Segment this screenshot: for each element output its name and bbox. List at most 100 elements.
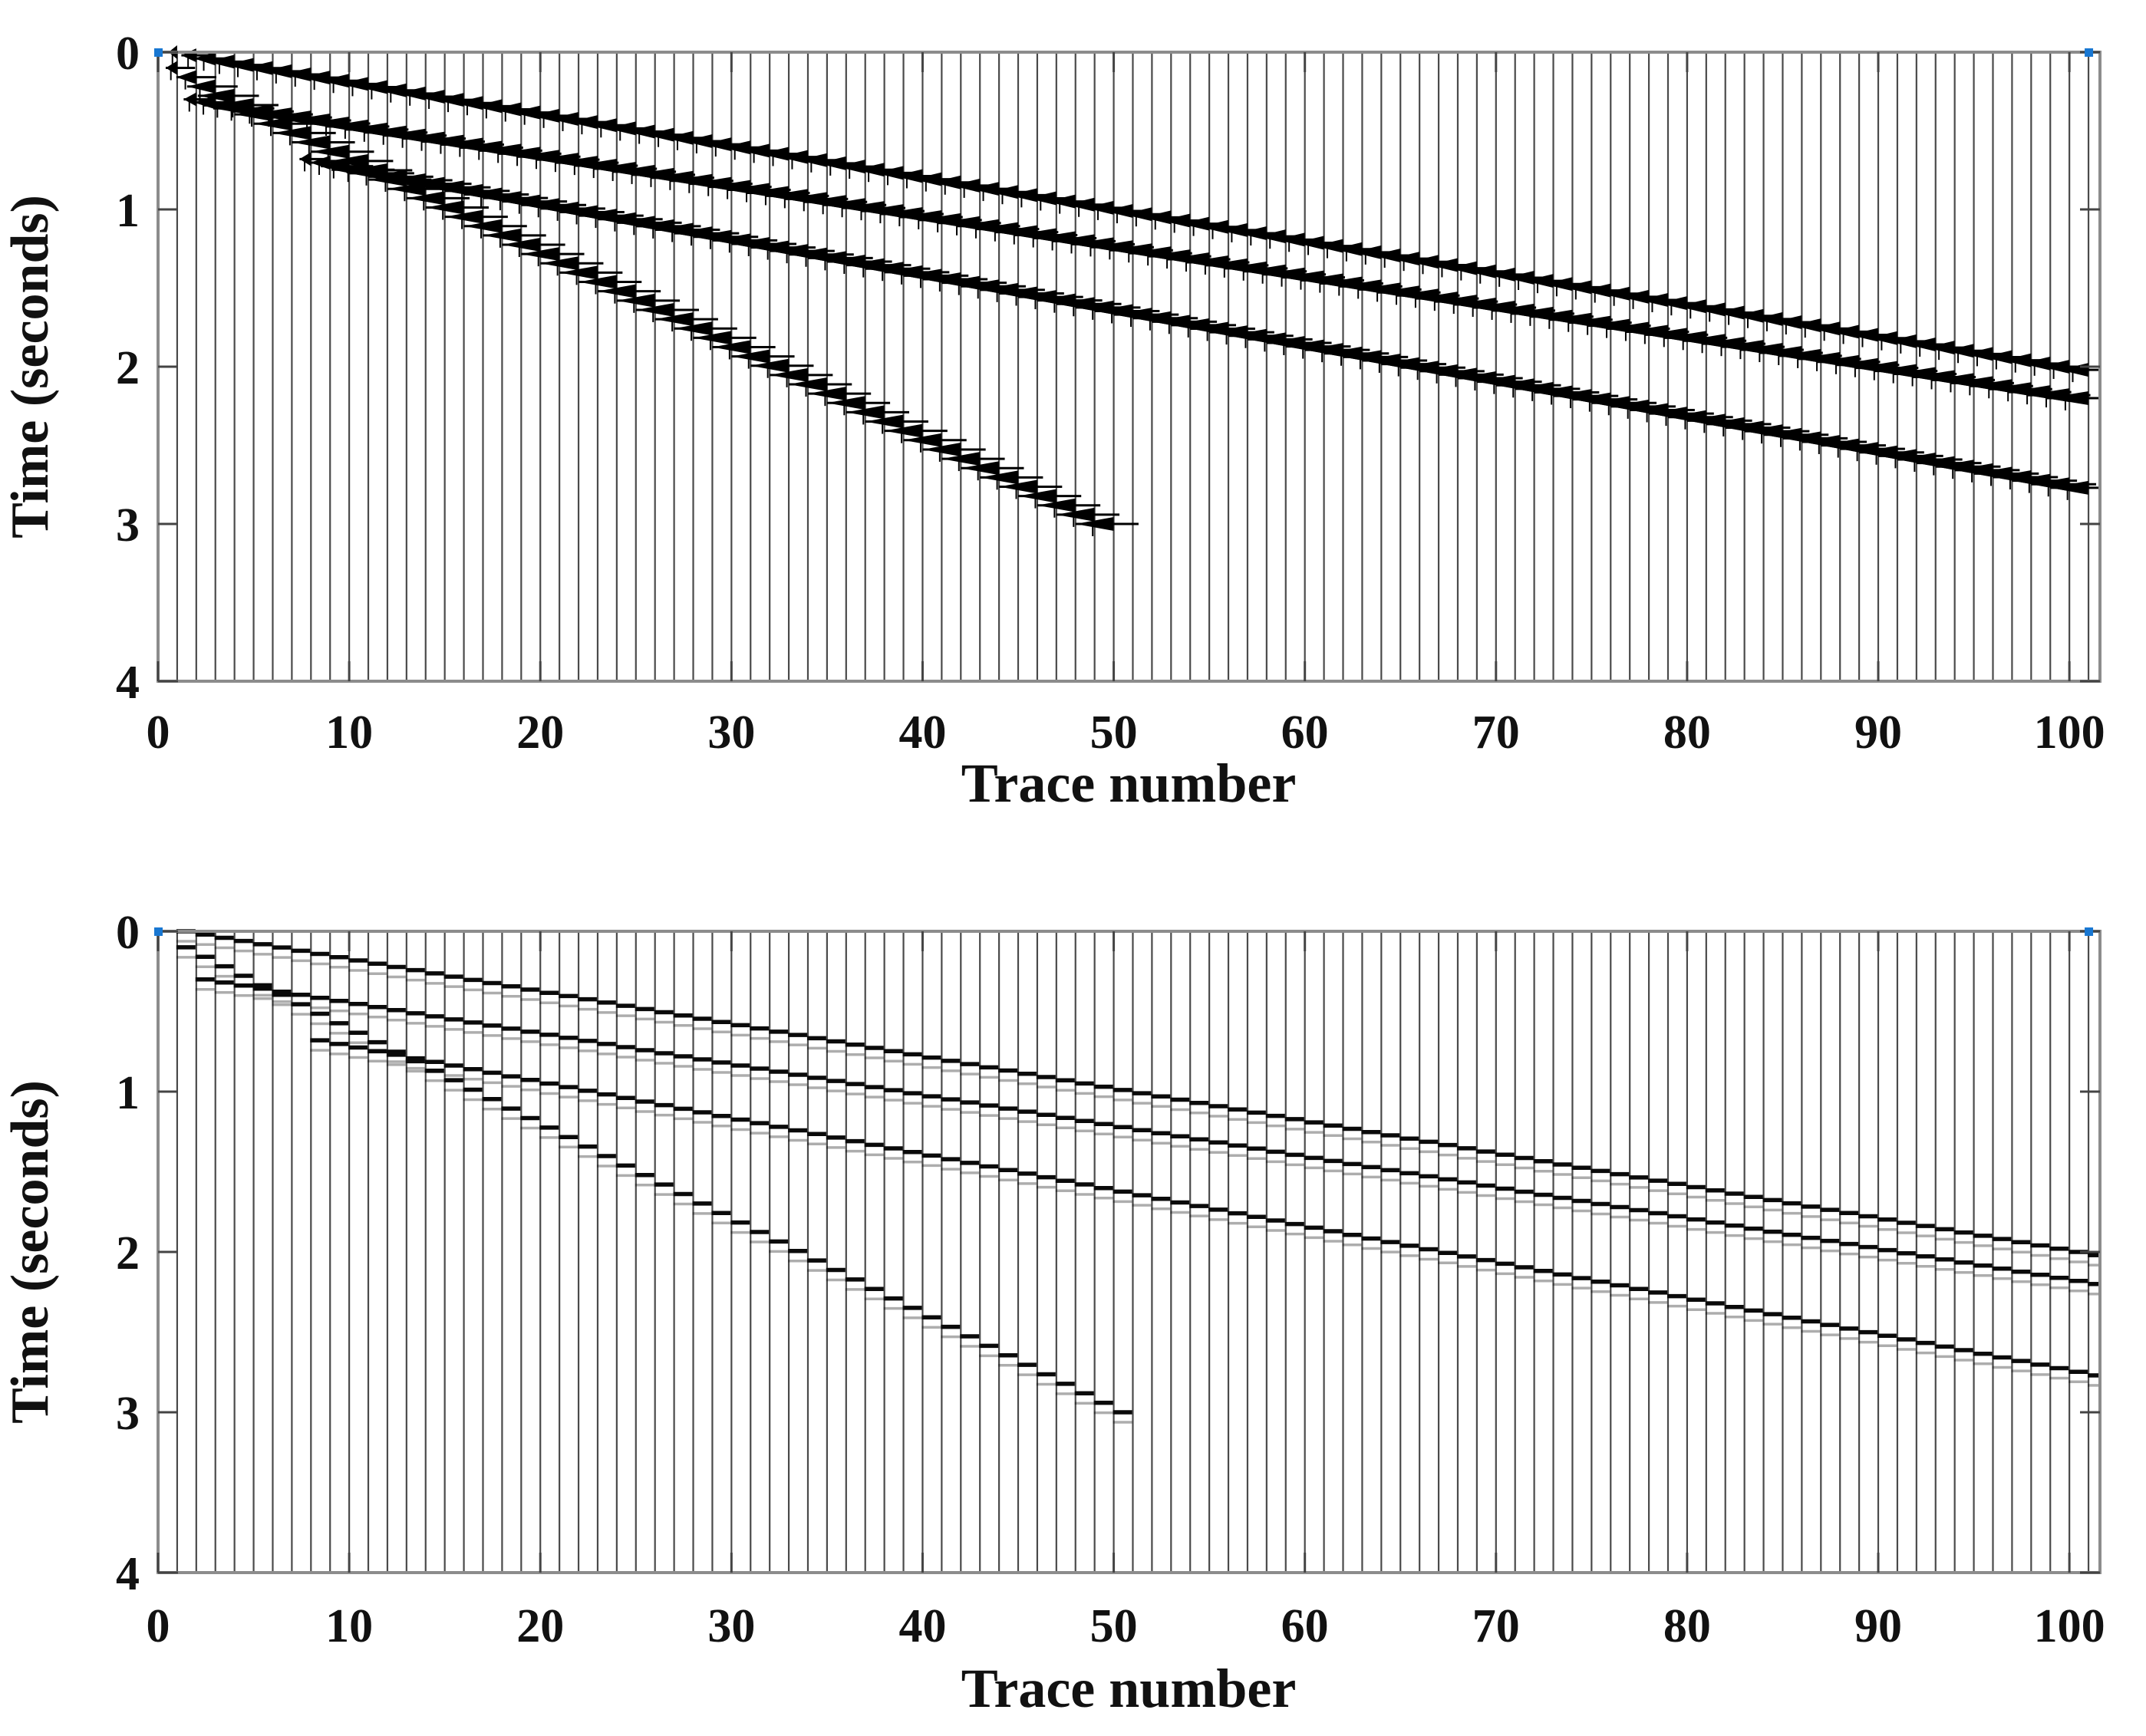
wiggle-spike	[884, 423, 923, 438]
wiggle-spike	[1075, 517, 1114, 531]
plot-top-ylabel: Time (seconds)	[1, 195, 60, 539]
corner-marker	[2085, 927, 2094, 936]
x-tick-label: 90	[1854, 1600, 1902, 1652]
y-tick-label: 4	[116, 1548, 140, 1600]
wiggle-spike	[406, 191, 445, 206]
x-tick-label: 60	[1281, 707, 1329, 759]
wiggle-spike	[272, 126, 312, 140]
wiggle-spike	[2046, 391, 2089, 405]
x-tick-label: 40	[898, 707, 946, 759]
x-tick-label: 0	[147, 1600, 170, 1652]
wiggle-spike	[483, 228, 522, 242]
wiggle-spike	[579, 275, 617, 289]
y-tick-label: 3	[116, 1388, 140, 1440]
corner-marker	[2085, 48, 2094, 57]
x-tick-label: 100	[2034, 1600, 2105, 1652]
wiggle-event-4	[165, 61, 1139, 536]
wiggle-spike	[616, 293, 655, 308]
wiggle-spike	[234, 107, 273, 122]
y-tick-label: 2	[116, 1227, 140, 1280]
wiggle-spike	[770, 367, 808, 382]
trace-lines	[176, 931, 2090, 1573]
corner-marker	[154, 927, 163, 936]
x-tick-label: 30	[707, 1600, 755, 1652]
wiggle-spike	[299, 152, 312, 166]
x-tick-label: 60	[1281, 1600, 1329, 1652]
wiggle-spike	[540, 256, 579, 271]
wiggle-event-1	[168, 45, 2100, 383]
dash-event-1	[176, 929, 2100, 1267]
x-tick-label: 70	[1472, 1600, 1520, 1652]
x-tick-label: 70	[1472, 707, 1520, 759]
y-tick-label: 0	[116, 907, 140, 959]
plot-bottom-xlabel: Trace number	[961, 1658, 1297, 1719]
x-tick-label: 20	[516, 707, 564, 759]
dash-event-3	[310, 1038, 2100, 1387]
wiggle-spike	[712, 340, 751, 354]
wiggle-spike	[521, 247, 560, 262]
wiggle-spike	[197, 88, 235, 103]
wiggle-spike	[731, 349, 770, 364]
wiggle-spike	[502, 238, 541, 252]
x-tick-label: 80	[1663, 707, 1711, 759]
y-tick-label: 4	[116, 657, 140, 709]
x-tick-label: 50	[1090, 1600, 1138, 1652]
wiggle-spike	[253, 117, 292, 131]
wiggle-spike	[1018, 489, 1057, 503]
x-tick-label: 40	[898, 1600, 946, 1652]
wiggle-spike	[183, 92, 196, 107]
wiggle-spike	[292, 135, 331, 150]
wiggle-spike	[597, 284, 636, 298]
wiggle-spike	[349, 163, 387, 177]
wiggle-spike	[961, 461, 1000, 476]
wiggle-spike	[999, 479, 1037, 494]
wiggle-spike	[903, 433, 942, 447]
y-tick-label: 2	[116, 342, 140, 394]
trace-lines	[176, 52, 2090, 681]
wiggle-spike	[635, 302, 674, 317]
y-tick-label: 0	[116, 28, 140, 80]
wiggle-spike	[693, 331, 732, 345]
wiggle-spike	[176, 70, 196, 84]
wiggle-spike	[2050, 480, 2089, 495]
y-tick-label: 1	[116, 1067, 140, 1119]
x-tick-label: 50	[1090, 707, 1138, 759]
wiggle-event-2	[183, 92, 2100, 410]
wiggle-spike	[186, 79, 216, 94]
wiggle-spike	[807, 387, 846, 401]
wiggle-spike	[941, 452, 981, 466]
wiggle-spike	[311, 144, 350, 159]
wiggle-spike	[559, 265, 598, 280]
wiggle-spike	[463, 219, 503, 233]
x-tick-label: 10	[325, 1600, 373, 1652]
wiggle-spike	[654, 312, 694, 327]
wiggle-spike	[165, 61, 177, 75]
wiggle-spike	[674, 321, 713, 336]
x-tick-label: 90	[1854, 707, 1902, 759]
plot-top-xlabel: Trace number	[961, 753, 1297, 814]
x-tick-label: 20	[516, 1600, 564, 1652]
dash-event-2	[195, 977, 2100, 1296]
wiggle-spike	[1056, 507, 1095, 522]
wiggle-spike	[387, 182, 426, 196]
wiggle-spike	[789, 377, 827, 392]
wiggle-spike	[330, 153, 369, 168]
wiggle-spike	[425, 200, 464, 215]
wiggle-spike	[846, 405, 885, 420]
wiggle-spike	[865, 414, 904, 429]
axes-box	[157, 930, 2101, 1574]
x-tick-label: 0	[147, 707, 170, 759]
axes-box	[157, 51, 2101, 683]
x-tick-label: 100	[2034, 707, 2105, 759]
dash-event-4	[176, 945, 1132, 1424]
x-tick-label: 10	[325, 707, 373, 759]
x-tick-label: 80	[1663, 1600, 1711, 1652]
wiggle-spike	[980, 470, 1019, 485]
wiggle-spike	[368, 173, 407, 187]
